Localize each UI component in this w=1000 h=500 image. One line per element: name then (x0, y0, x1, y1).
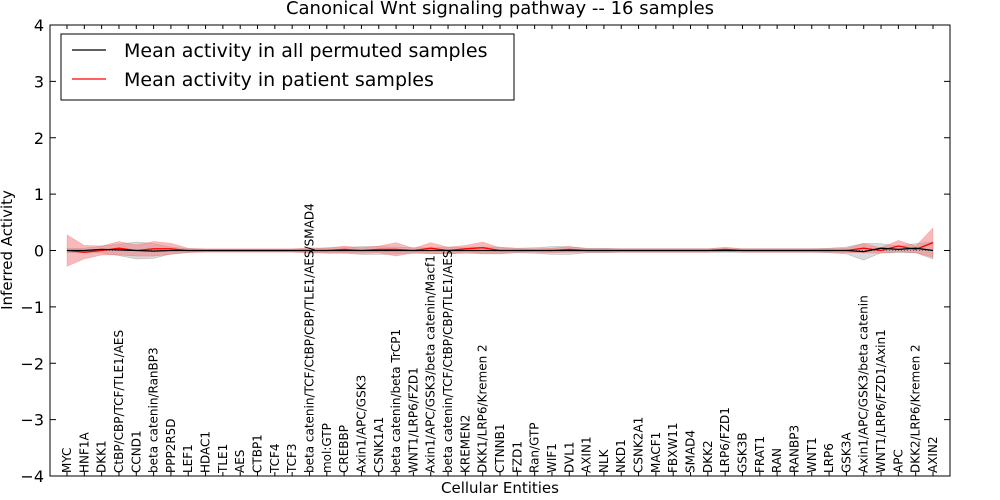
category-label: CtBP/CBP/TCF/TLE1/AES (112, 330, 126, 473)
y-ticks-layer: 4 3 2 1 0 −1 −2 −3 −4 (20, 16, 950, 486)
category-label: beta catenin/TCF/CtBP/CBP/TLE1/AES/SMAD4 (303, 203, 317, 473)
y-tick-label: 4 (34, 16, 44, 35)
category-label: CTNNB1 (493, 423, 507, 473)
legend: Mean activity in all permuted samples Me… (60, 33, 515, 101)
legend-label-patient: Mean activity in patient samples (124, 69, 434, 91)
plot-frame (49, 24, 951, 477)
category-label: CTBP1 (251, 434, 265, 473)
category-label: DKK2/LRP6/Kremen 2 (909, 344, 923, 473)
category-label: AXIN2 (926, 436, 940, 473)
category-label: LEF1 (181, 444, 195, 473)
category-label: FZD1 (510, 441, 524, 473)
category-label: CREBBP (337, 425, 351, 473)
confidence-band-patient (66, 227, 934, 267)
y-axis-label: Inferred Activity (0, 190, 16, 310)
category-label: beta catenin/beta TrCP1 (389, 329, 403, 473)
category-label: WIF1 (545, 443, 559, 473)
y-tick-label: 2 (34, 129, 44, 148)
y-tick-label: 3 (34, 72, 44, 91)
category-labels-layer: MYC HNF1A DKK1 CtBP/CBP/TCF/TLE1/AES CCND1 be… (60, 25, 940, 476)
category-label: MYC (60, 448, 74, 473)
category-label: Ran/GTP (528, 422, 542, 473)
category-label: CSNK2A1 (632, 417, 646, 473)
category-label: CCND1 (129, 430, 143, 473)
category-label: WNT1/LRP6/FZD1 (406, 367, 420, 473)
x-axis-label: Cellular Entities (441, 479, 559, 497)
category-label: TCF3 (285, 443, 299, 474)
category-label: AES (233, 450, 247, 473)
category-label: CSNK1A1 (372, 417, 386, 473)
category-label: TLE1 (216, 444, 230, 474)
category-label: DKK1 (95, 440, 109, 473)
category-label: RANBP3 (787, 425, 801, 473)
category-label: DVL1 (562, 441, 576, 473)
category-label: HDAC1 (199, 431, 213, 473)
category-label: WNT1 (805, 437, 819, 473)
category-label: MACF1 (649, 432, 663, 473)
category-label: Axin1/APC/GSK3 (354, 375, 368, 473)
y-tick-label: −4 (20, 467, 44, 486)
category-label: NLK (597, 448, 611, 473)
category-label: GSK3A (839, 432, 853, 473)
category-label: TCF4 (268, 443, 282, 474)
category-label: APC (891, 449, 905, 473)
category-label: AXIN1 (580, 436, 594, 473)
category-label: mol:GTP (320, 423, 334, 473)
category-label: beta catenin/TCF/CtBP/CBP/TLE1/AES (441, 250, 455, 473)
category-label: beta catenin/RanBP3 (147, 347, 161, 473)
y-tick-label: −1 (20, 298, 44, 317)
category-label: LRP6/FZD1 (718, 407, 732, 473)
category-label: WNT1/LRP6/FZD1/Axin1 (874, 329, 888, 473)
chart-title: Canonical Wnt signaling pathway -- 16 sa… (286, 0, 714, 19)
category-label: FRAT1 (753, 436, 767, 473)
category-label: NKD1 (614, 439, 628, 473)
category-label: DKK2 (701, 440, 715, 473)
legend-label-permuted: Mean activity in all permuted samples (124, 40, 487, 62)
category-label: SMAD4 (684, 430, 698, 473)
category-label: KREMEN2 (458, 415, 472, 473)
category-label: FBXW11 (666, 423, 680, 474)
category-label: RAN (770, 448, 784, 473)
category-label: PPP2R5D (164, 418, 178, 473)
y-tick-label: −3 (20, 411, 44, 430)
lines-layer (66, 241, 934, 253)
y-tick-label: 1 (34, 185, 44, 204)
series-line-permuted (67, 247, 934, 253)
y-tick-label: −2 (20, 354, 44, 373)
category-label: Axin1/APC/GSK3/beta catenin (857, 295, 871, 473)
y-tick-label: 0 (34, 242, 44, 261)
category-label: Axin1/APC/GSK3/beta catenin/Macf1 (424, 255, 438, 473)
category-label: LRP6 (822, 443, 836, 473)
category-label: DKK1/LRP6/Kremen 2 (476, 344, 490, 473)
legend-box (60, 33, 515, 101)
category-label: GSK3B (736, 432, 750, 473)
category-label: HNF1A (77, 431, 91, 473)
